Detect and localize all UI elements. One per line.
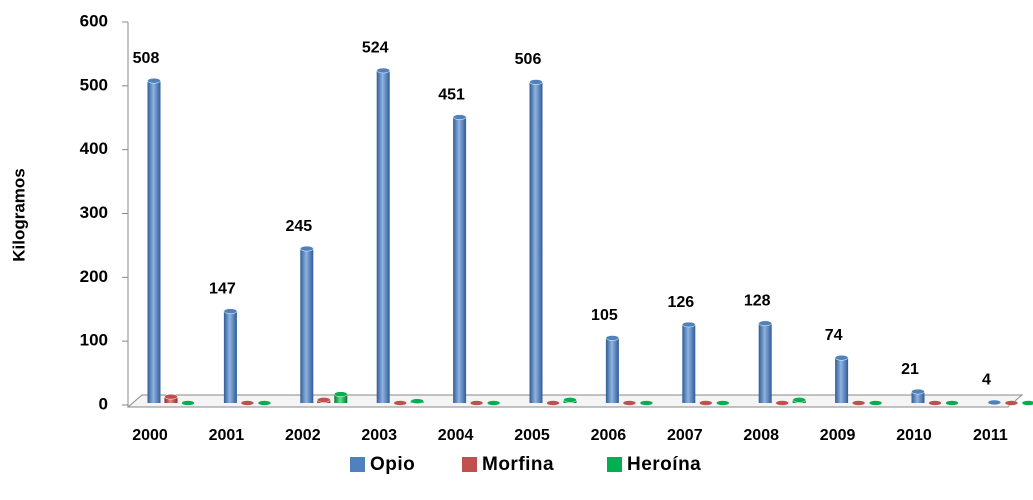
value-label: 147	[209, 280, 236, 297]
bar	[605, 337, 619, 403]
value-label: 506	[515, 51, 542, 68]
bar	[453, 117, 467, 403]
x-tick-label: 2002	[285, 427, 321, 444]
bar	[334, 394, 348, 403]
value-label: 451	[438, 86, 465, 103]
bar-top	[758, 320, 772, 327]
bar-top	[834, 355, 849, 361]
legend-swatch	[350, 457, 365, 472]
x-tick-label: 2011	[973, 427, 1008, 444]
bar-top	[775, 400, 789, 406]
legend-label: Heroína	[627, 454, 701, 475]
bar	[835, 357, 849, 403]
y-tick-label: 400	[80, 139, 108, 158]
bar-top	[410, 398, 424, 404]
bar-top	[699, 400, 713, 406]
y-axis-label: Kilogramos	[9, 168, 28, 262]
x-tick-label: 2006	[591, 427, 627, 444]
y-tick-label: 0	[99, 394, 108, 413]
legend-label: Opio	[370, 454, 415, 475]
bar-top	[546, 400, 560, 406]
bar	[147, 80, 161, 403]
bar	[911, 391, 925, 403]
value-label: 21	[901, 361, 919, 378]
x-tick-label: 2004	[438, 427, 474, 444]
bar-top	[393, 400, 407, 406]
bar-top	[164, 393, 178, 400]
bar-top	[486, 400, 501, 406]
bar-top	[376, 67, 390, 74]
bar	[682, 324, 696, 403]
x-tick-label: 2010	[896, 427, 932, 444]
bar-top	[911, 388, 925, 395]
bar	[223, 311, 237, 403]
bar-top	[622, 400, 637, 406]
y-tick-label: 200	[80, 267, 108, 286]
y-tick-label: 300	[80, 203, 108, 222]
bar-top	[257, 400, 272, 406]
bar-top	[334, 391, 348, 397]
bar-top	[452, 114, 467, 120]
x-tick-label: 2008	[743, 427, 779, 444]
legend-swatch	[462, 457, 477, 472]
x-tick-label: 2007	[667, 427, 703, 444]
x-tick-label: 2000	[132, 427, 168, 444]
x-tick-label: 2001	[209, 427, 245, 444]
x-tick-label: 2009	[820, 427, 856, 444]
bar-top	[240, 400, 255, 406]
bar-top	[792, 397, 806, 403]
bar-top	[147, 77, 161, 84]
value-label: 74	[825, 327, 843, 344]
value-label: 105	[591, 307, 618, 324]
bar-top	[945, 400, 959, 406]
value-label: 128	[744, 293, 771, 310]
value-label: 4	[982, 372, 991, 389]
bar-top	[605, 335, 620, 341]
bar	[300, 248, 314, 403]
bar	[164, 396, 178, 403]
bar-top	[1021, 400, 1033, 406]
bar-top	[851, 400, 866, 406]
bar-top	[300, 245, 314, 252]
bar-top	[529, 79, 543, 85]
legend-label: Morfina	[482, 454, 554, 475]
x-tick-label: 2003	[361, 427, 397, 444]
bar-top	[716, 400, 730, 406]
bar-top	[469, 400, 484, 406]
bar	[376, 70, 390, 403]
y-tick-label: 100	[80, 331, 108, 350]
value-label: 126	[667, 294, 694, 311]
bar	[529, 82, 543, 404]
bar-top	[868, 400, 883, 406]
bar-top	[682, 321, 696, 328]
bar-top	[639, 400, 654, 406]
bar	[758, 323, 772, 403]
bar-top	[987, 399, 1002, 406]
y-tick-label: 600	[80, 11, 108, 30]
value-label: 245	[285, 218, 312, 235]
x-tick-label: 2005	[514, 427, 550, 444]
bar-top	[563, 397, 577, 403]
y-tick-label: 500	[80, 75, 108, 94]
bar-top	[928, 400, 942, 406]
value-label: 508	[133, 50, 160, 67]
bar-top	[317, 397, 331, 403]
value-label: 524	[362, 40, 389, 57]
bar-top	[1004, 400, 1019, 406]
legend-swatch	[607, 457, 622, 472]
bar-top	[181, 400, 195, 406]
bar-top	[223, 308, 238, 314]
